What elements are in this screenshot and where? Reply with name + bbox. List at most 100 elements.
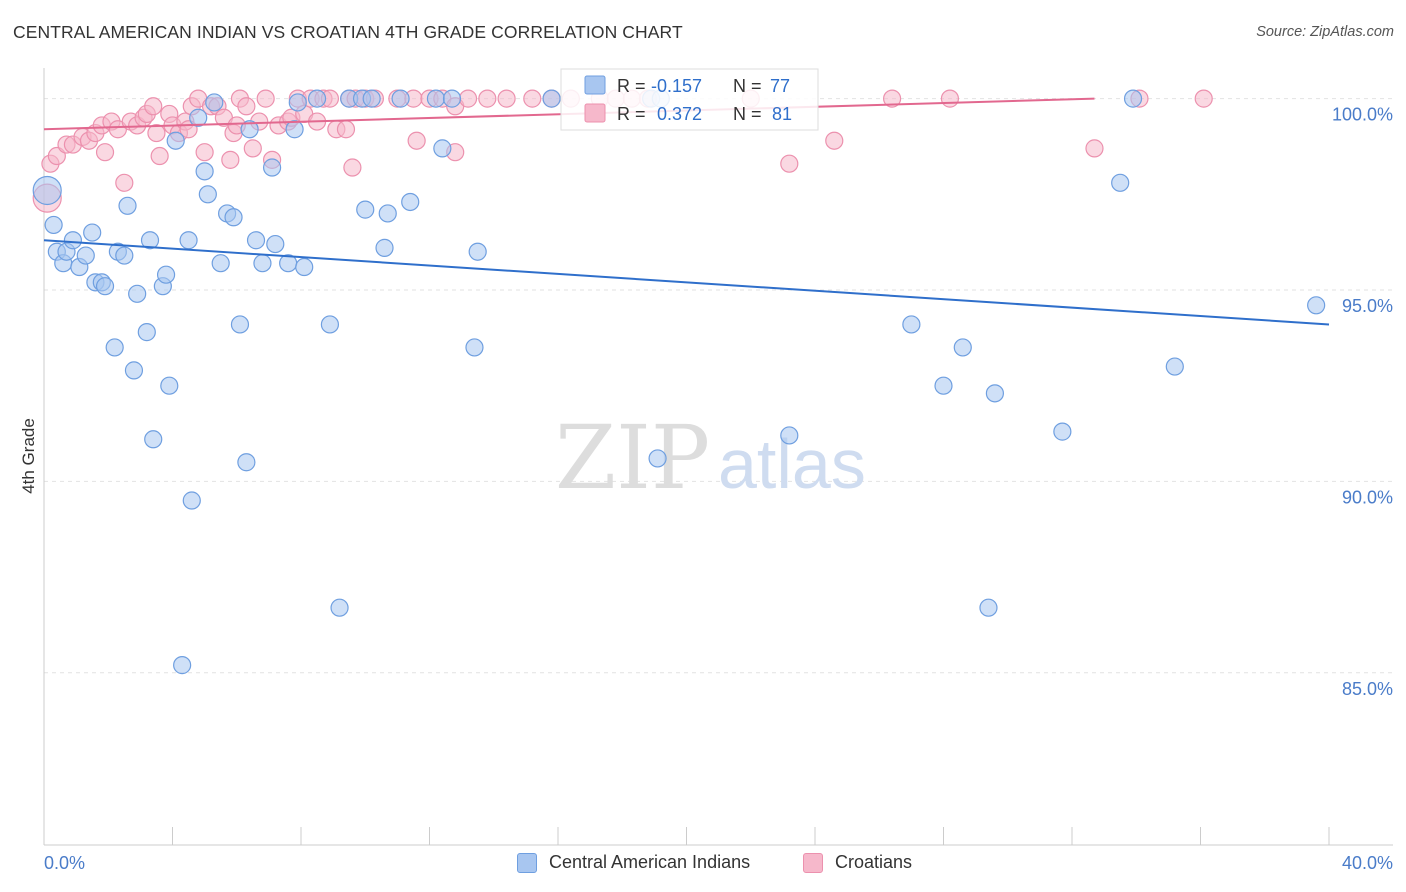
central-american-indians-point [542, 89, 561, 108]
central-american-indians-point [780, 426, 799, 445]
central-american-indians-point [83, 223, 102, 242]
x-tick-label-min: 0.0% [44, 853, 85, 873]
central-american-indians-point [156, 265, 176, 284]
legend-item-croatians: Croatians [803, 852, 912, 873]
croatians-point [237, 97, 256, 116]
stats-swatch-pink [584, 103, 606, 123]
croatians-point [458, 89, 478, 108]
central-american-indians-point [95, 277, 115, 296]
central-american-indians-point [63, 231, 83, 250]
x-tick-label-max: 40.0% [1342, 853, 1393, 873]
central-american-indians-point [198, 185, 217, 204]
central-american-indians-point [985, 384, 1005, 403]
central-american-indians-point [1307, 296, 1326, 315]
y-axis-title: 4th Grade [19, 418, 38, 494]
central-american-indians-point [124, 361, 144, 380]
central-american-indians-point [137, 323, 156, 342]
central-american-indians-point [356, 200, 375, 219]
stats-r-value-1: -0.157 [651, 76, 702, 96]
stats-box: R = -0.157 N = 77 R = 0.372 N = 81 [560, 68, 819, 131]
y-tick-label: 85.0% [1342, 679, 1393, 699]
gridlines [44, 98, 1393, 674]
central-american-indians-point [426, 89, 446, 108]
central-american-indians-point [378, 204, 397, 223]
watermark-zip: ZIP [555, 406, 710, 509]
central-american-indians-point [262, 158, 282, 177]
croatians-point [497, 89, 516, 108]
croatians-point [115, 173, 134, 192]
central-american-indians-point [179, 231, 198, 250]
central-american-indians-point [934, 376, 953, 395]
central-american-indians-point [246, 231, 266, 250]
central-american-indians-point [237, 453, 256, 472]
y-tick-label: 95.0% [1342, 296, 1393, 316]
central-american-indians-point [1111, 173, 1130, 192]
central-american-indians-point [44, 215, 63, 235]
croatians-point [336, 120, 356, 139]
stats-swatch-blue [584, 75, 606, 95]
stats-r-label-1: R = [617, 76, 646, 96]
croatians-point [523, 89, 542, 108]
central-american-indians-point [115, 246, 134, 265]
central-american-indians-point [1123, 89, 1143, 108]
croatians-point [256, 89, 275, 108]
legend-swatch-pink [803, 852, 823, 873]
central-american-indians-point [128, 284, 147, 303]
central-american-indians-point [240, 120, 259, 139]
croatians-point [1194, 89, 1213, 108]
central-american-indians-point [76, 246, 95, 265]
croatians-point [825, 131, 844, 150]
central-american-indians-point [140, 231, 160, 250]
central-american-indians-point [230, 315, 250, 334]
central-american-indians-point [211, 254, 230, 273]
central-american-indians-point [253, 254, 272, 273]
central-american-indians-point [266, 234, 285, 254]
central-american-indians-point [320, 315, 340, 334]
croatians-point [243, 139, 262, 158]
central-american-indians-point [189, 108, 208, 127]
central-american-indians-point [160, 376, 179, 395]
croatians-point [195, 143, 214, 162]
chart-title: CENTRAL AMERICAN INDIAN VS CROATIAN 4TH … [13, 22, 683, 42]
croatians-point [95, 143, 115, 162]
central-american-indians-point [307, 89, 327, 108]
croatians-point [343, 158, 362, 177]
central-american-indians-point [118, 196, 137, 215]
central-american-indians-point [362, 89, 381, 108]
legend-item-central-american-indians: Central American Indians [517, 852, 750, 873]
croatians-point [780, 154, 799, 173]
central-american-indians-point [1165, 357, 1184, 376]
central-american-indians-point [105, 338, 124, 357]
y-tick-labels: 100.0% 95.0% 90.0% 85.0% [1332, 105, 1393, 699]
stats-r-value-2: 0.372 [657, 104, 702, 124]
stats-n-value-1: 77 [770, 76, 790, 96]
croatians-point [882, 89, 902, 108]
croatians-point [144, 97, 163, 116]
central-american-indians-point [224, 208, 243, 227]
watermark: ZIP atlas [555, 406, 866, 509]
central-american-indians-point [648, 449, 667, 468]
stats-n-label-1: N = [733, 76, 762, 96]
croatians-point [940, 89, 960, 108]
legend-label-central-american-indians: Central American Indians [549, 852, 751, 872]
central-american-indians-point [166, 131, 185, 150]
croatians-point [147, 123, 166, 143]
central-american-indians-point [468, 242, 487, 261]
legend: Central American Indians Croatians [0, 848, 1406, 882]
central-american-indians-point [391, 89, 410, 108]
stats-n-value-2: 81 [772, 104, 792, 124]
stats-r-label-2: R = [617, 104, 646, 124]
central-american-indians-point [375, 238, 394, 257]
central-american-indians-point [979, 598, 998, 617]
central-american-indians-point [32, 175, 62, 206]
legend-label-croatians: Croatians [835, 852, 913, 872]
central-american-indians-point [288, 93, 307, 112]
croatians-point [221, 150, 240, 169]
central-american-indians-point [144, 430, 163, 449]
central-american-indians-point [195, 162, 214, 181]
croatians-point [478, 89, 497, 108]
central-american-indians-point [433, 139, 452, 158]
central-american-indians-point [182, 491, 201, 510]
source-label: Source: ZipAtlas.com [1256, 24, 1394, 40]
